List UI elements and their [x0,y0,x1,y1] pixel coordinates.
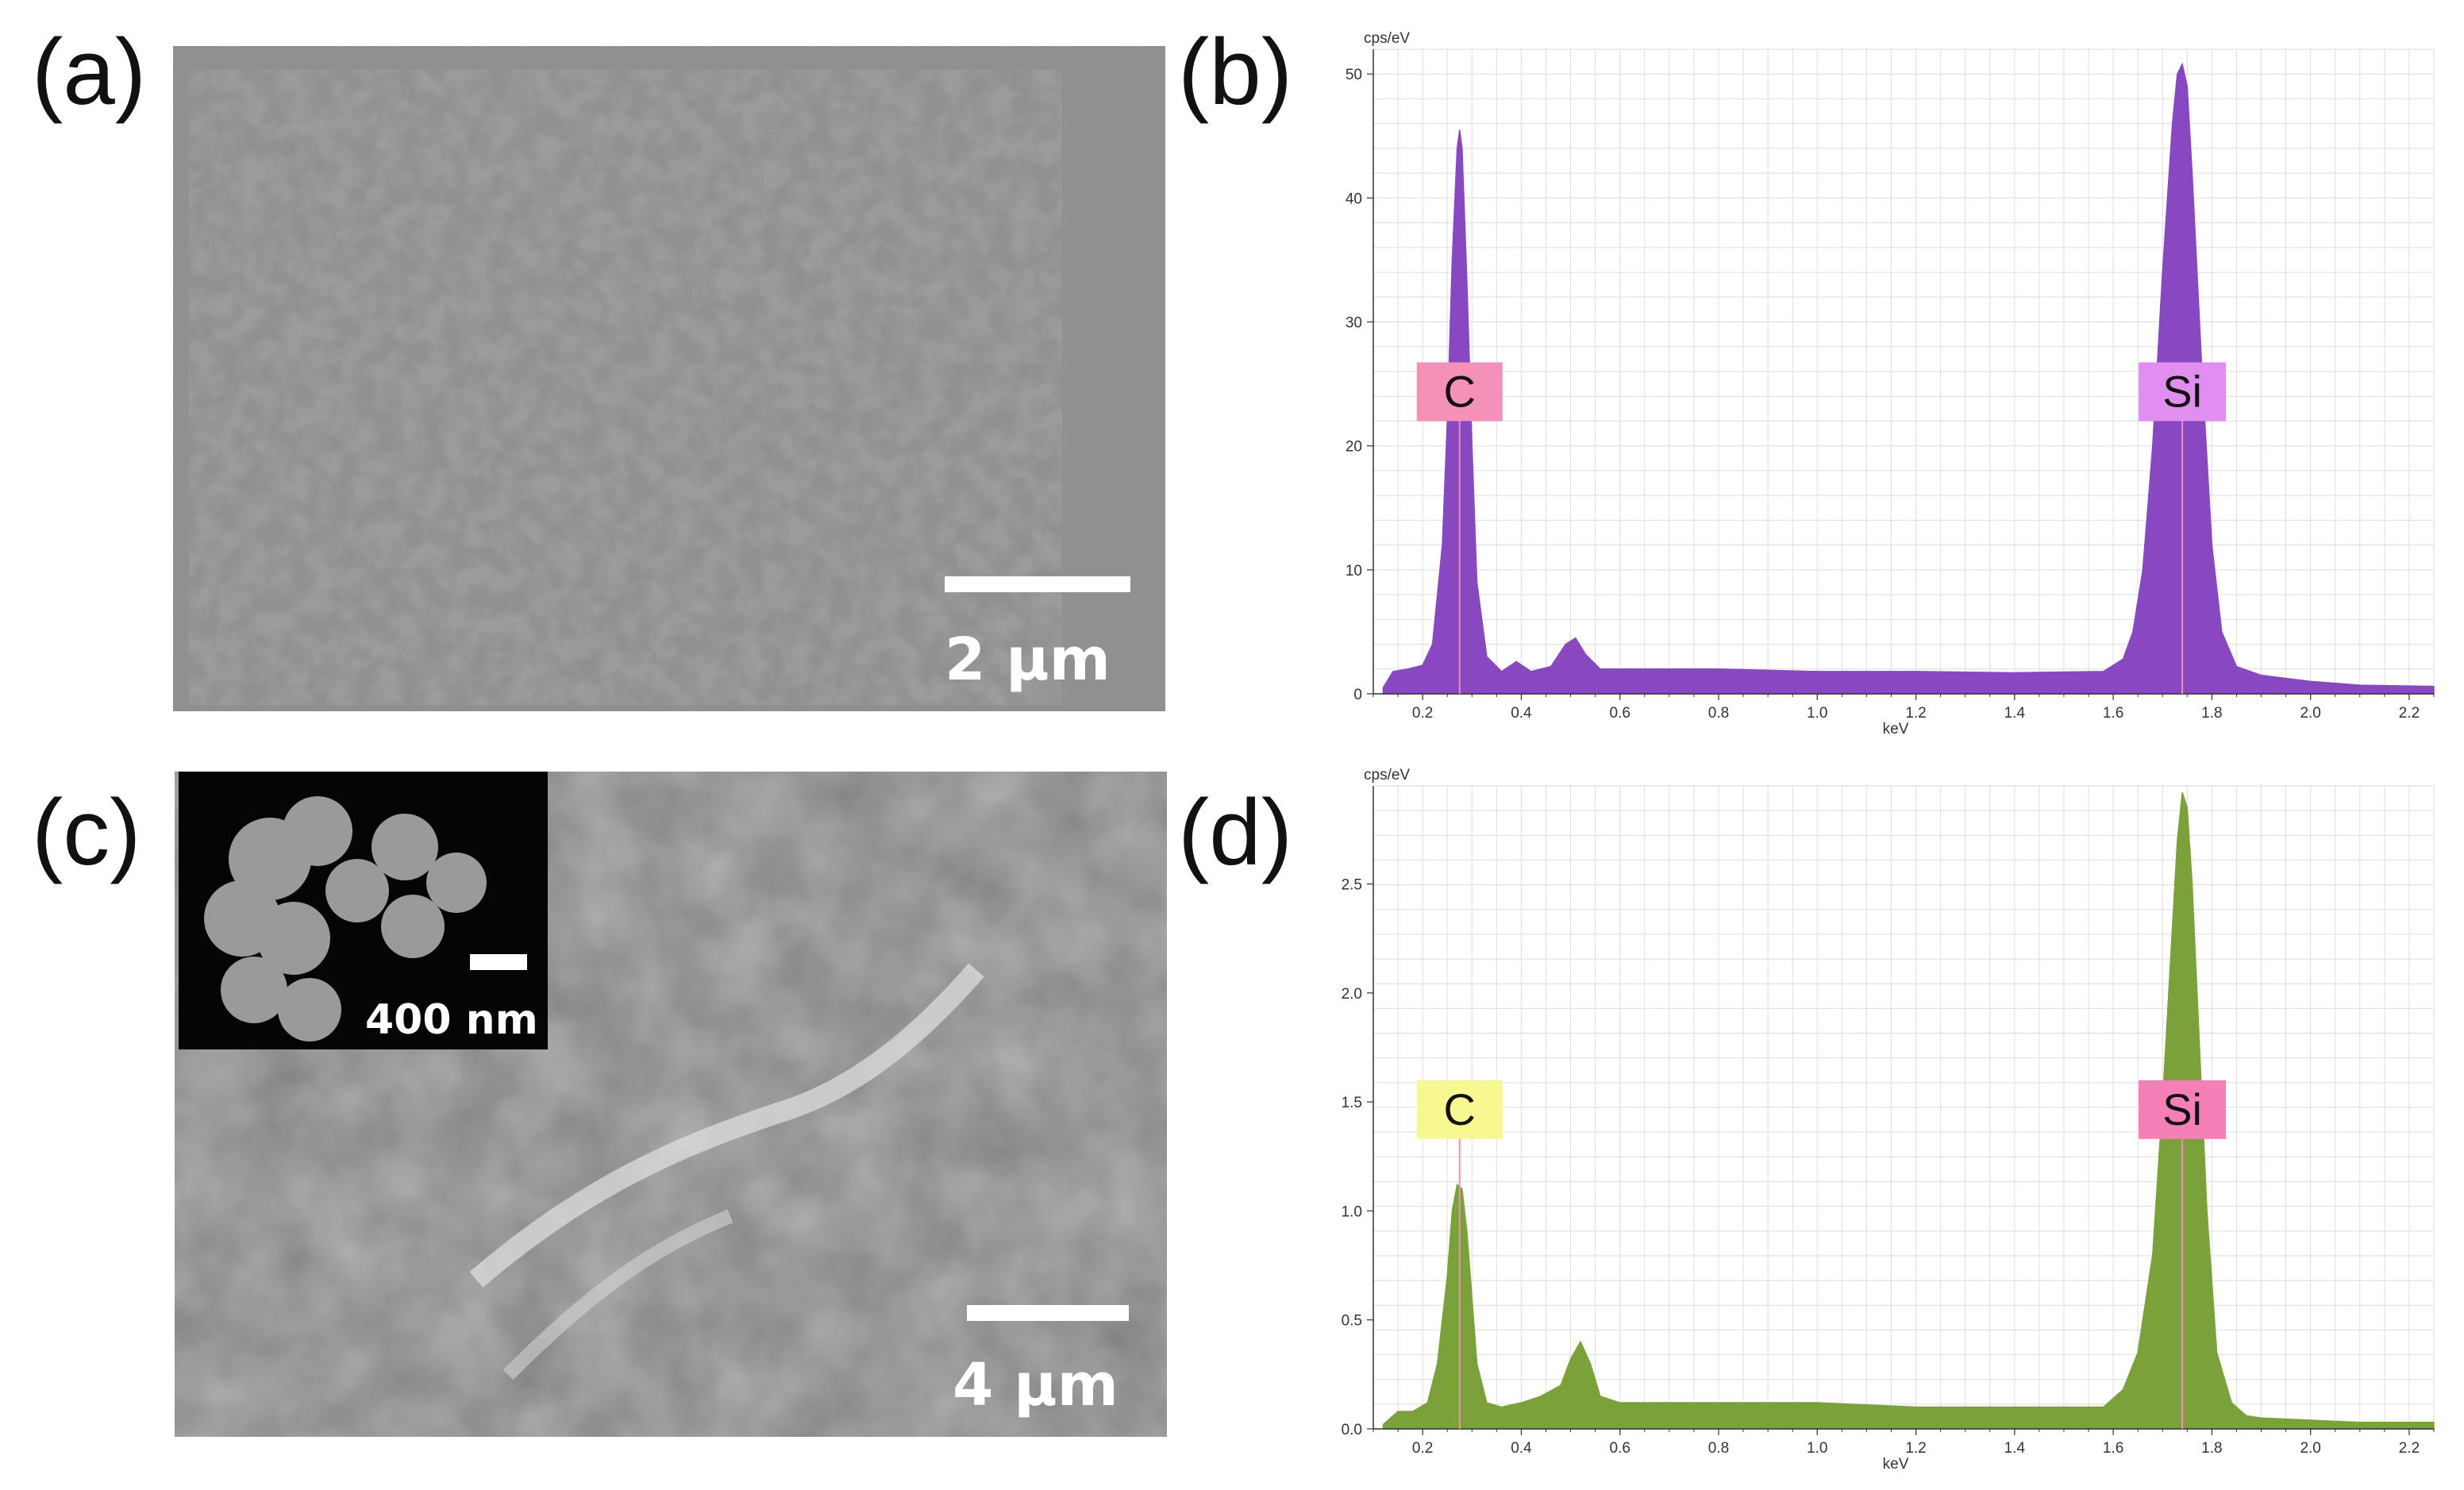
y-tick-label: 1.5 [1342,1095,1362,1111]
scale-bar-c: 4 μm [953,1305,1129,1419]
scale-bar-label-c: 4 μm [953,1351,1118,1419]
peak-label-box [1416,362,1503,422]
x-tick-label: 1.6 [2103,1440,2123,1457]
peak-label-c: C [1444,366,1476,416]
y-tick-label: 50 [1346,67,1362,83]
x-tick-label: 2.0 [2300,705,2320,722]
x-axis-label: keV [1883,721,1909,737]
panel-label-a: (a) [32,20,147,125]
peak-label-box [1416,1080,1503,1139]
x-tick-label: 0.2 [1412,1440,1433,1457]
x-tick-label: 0.4 [1511,705,1532,722]
eds-chart-d: 0.2 0.4 0.6 0.8 1.0 1.2 1.4 1.6 1.8 2.0 2.2 0.0 0.5 1… [1334,762,2445,1490]
inset-scale-bar-label: 400 nm [365,996,538,1044]
y-tick-label: 20 [1346,439,1362,456]
y-tick-label: 40 [1346,191,1362,207]
x-tick-label: 1.2 [1905,1440,1926,1457]
sem-image-a: 2 μm [173,46,1165,711]
y-axis-label: cps/eV [1364,767,1410,784]
x-tick-label: 1.0 [1807,1440,1827,1457]
x-tick-label: 0.2 [1412,705,1433,722]
peak-label-box [2139,1080,2227,1139]
panel-label-c: (c) [32,780,141,885]
x-tick-label: 2.0 [2300,1440,2320,1457]
x-tick-label: 1.0 [1807,705,1827,722]
y-tick-label: 0.5 [1342,1313,1362,1330]
peak-label-si: Si [2162,366,2202,416]
sem-image-c: 400 nm 4 μm [175,772,1167,1437]
x-tick-label: 0.6 [1609,1440,1630,1457]
y-tick-label: 30 [1346,315,1362,332]
x-tick-label: 0.8 [1708,705,1729,722]
scale-bar-a: 2 μm [945,576,1130,694]
y-axis-label: cps/eV [1364,30,1410,47]
x-tick-label: 0.8 [1708,1440,1729,1457]
x-tick-label: 1.8 [2201,1440,2222,1457]
x-tick-label: 0.4 [1511,1440,1532,1457]
eds-chart-b: 0.2 0.4 0.6 0.8 1.0 1.2 1.4 1.6 1.8 2.0 2.2 0 10 20 30… [1334,24,2445,754]
grid [1373,48,2435,695]
y-tick-label: 1.0 [1342,1203,1362,1220]
x-tick-label: 0.6 [1609,705,1630,722]
scale-bar-label-a: 2 μm [945,626,1111,694]
peak-label-box [2139,362,2227,422]
x-tick-label: 2.2 [2399,1440,2420,1457]
spectrum-area [1382,792,2435,1430]
x-tick-label: 1.2 [1905,705,1926,722]
x-axis-label: keV [1883,1456,1909,1473]
x-tick-label: 2.2 [2399,705,2420,722]
x-tick-label: 1.4 [2004,1440,2026,1457]
y-tick-label: 10 [1346,563,1362,579]
inset-image: 400 nm [179,772,548,1049]
x-tick-label: 1.8 [2201,705,2222,722]
y-tick-label: 2.0 [1342,986,1362,1003]
y-tick-label: 2.5 [1342,877,1362,894]
panel-label-b: (b) [1178,20,1293,125]
x-tick-label: 1.6 [2103,705,2123,722]
grid [1373,785,2435,1430]
x-tick-label: 1.4 [2004,705,2026,722]
peak-label-c: C [1444,1084,1476,1134]
y-tick-label: 0 [1353,687,1362,703]
spectrum-area [1382,62,2435,695]
y-tick-label: 0.0 [1342,1422,1362,1438]
peak-label-si: Si [2162,1084,2202,1134]
panel-label-d: (d) [1178,780,1293,885]
